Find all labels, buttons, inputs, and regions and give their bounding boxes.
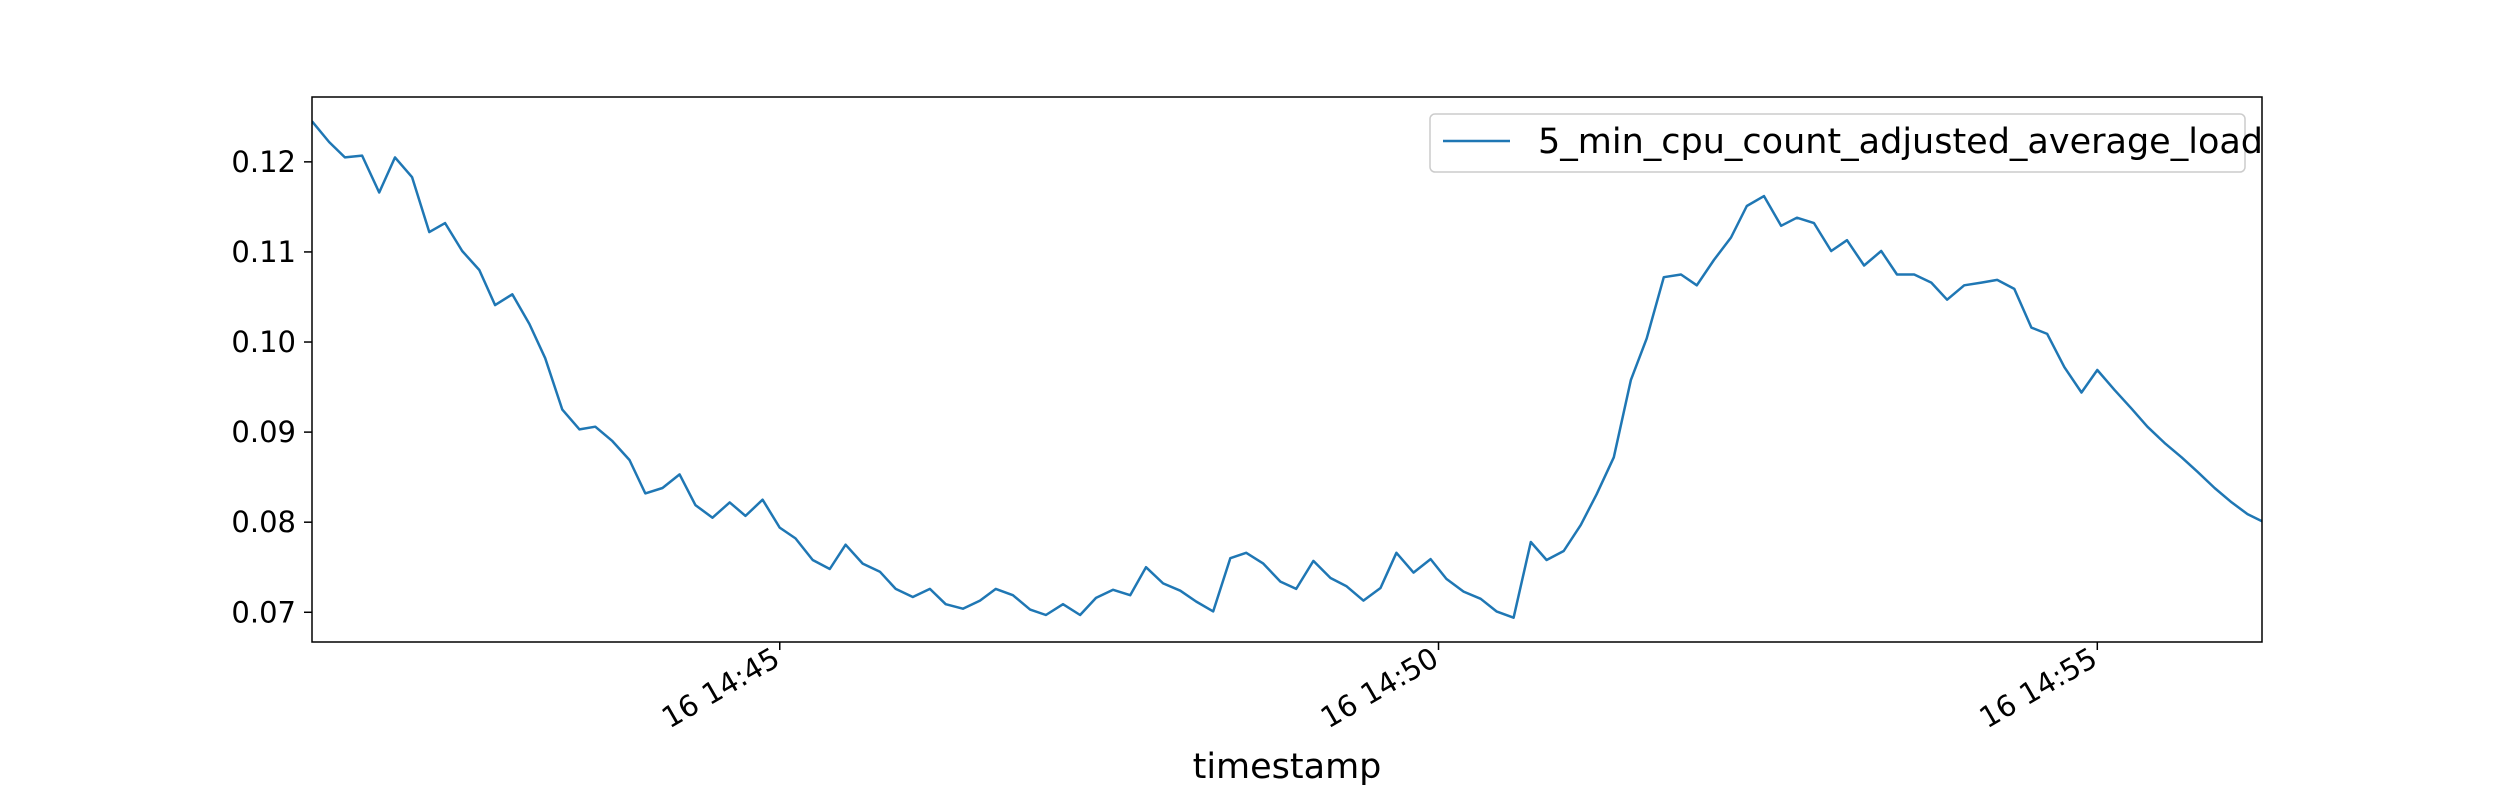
data-series-group — [312, 120, 2262, 619]
legend-box — [1429, 113, 2246, 173]
legend: 5_min_cpu_count_adjusted_average_load — [1429, 113, 2263, 173]
series-line — [312, 120, 2262, 619]
y-tick-label: 0.12 — [231, 145, 296, 179]
y-tick-label: 0.09 — [231, 415, 296, 449]
y-tick-label: 0.07 — [231, 595, 296, 629]
y-tick-label: 0.11 — [231, 235, 296, 269]
plot-area-frame — [311, 96, 2263, 643]
y-axis: 0.07 0.08 0.09 0.10 0.11 0.12 — [231, 145, 312, 629]
y-tick-label: 0.10 — [231, 325, 296, 359]
y-tick-label: 0.08 — [231, 505, 296, 539]
x-axis-label: timestamp — [1193, 747, 1382, 787]
legend-label: 5_min_cpu_count_adjusted_average_load — [1538, 122, 2263, 162]
